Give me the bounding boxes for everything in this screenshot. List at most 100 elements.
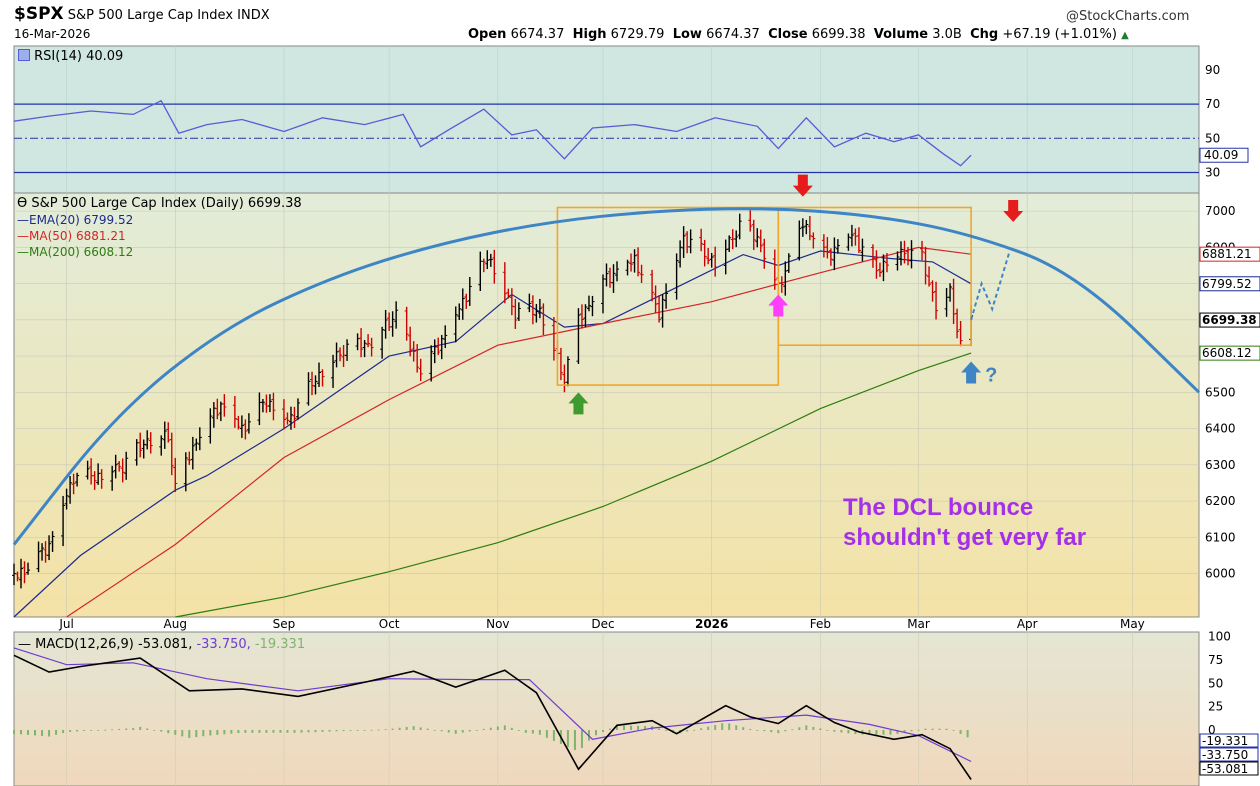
macd-histogram-bar	[700, 728, 703, 730]
ma200-value-label: 6608.12	[1202, 346, 1252, 360]
close-label: Close	[768, 27, 808, 42]
price-legend-title: Ѳ S&P 500 Large Cap Index (Daily) 6699.3…	[17, 196, 302, 212]
macd-histogram-bar	[805, 725, 808, 730]
macd-histogram-bar	[945, 728, 948, 730]
macd-histogram-bar	[55, 730, 58, 735]
low-value: 6674.37	[706, 27, 760, 42]
macd-histogram-bar	[384, 729, 387, 730]
macd-histogram-bar	[188, 730, 191, 738]
macd-histogram-bar	[952, 730, 955, 731]
macd-histogram-bar	[889, 730, 892, 735]
macd-histogram-bar	[728, 723, 731, 730]
macd-histogram-bar	[181, 730, 184, 737]
macd-histogram-bar	[623, 725, 626, 730]
rsi-icon	[18, 49, 30, 61]
macd-histogram-bar	[931, 728, 934, 730]
macd-y-tick-label: 50	[1208, 676, 1223, 690]
price-y-tick-label: 6200	[1205, 494, 1236, 508]
macd-signal-value-label: -33.750	[1202, 748, 1248, 762]
macd-histogram-bar	[566, 730, 569, 747]
macd-histogram-bar	[279, 730, 282, 733]
ma50-legend-text: MA(50) 6881.21	[29, 229, 126, 243]
x-tick-label: May	[1120, 617, 1145, 631]
macd-histogram-bar	[272, 730, 275, 733]
macd-histogram-bar	[777, 730, 780, 734]
macd-histogram-bar	[545, 730, 548, 738]
macd-histogram-bar	[111, 729, 114, 731]
macd-histogram-bar	[90, 730, 93, 731]
low-label: Low	[672, 27, 702, 42]
watermark: @StockCharts.com	[1066, 9, 1190, 24]
macd-histogram-bar	[496, 726, 499, 730]
macd-histogram-bar	[174, 730, 177, 735]
macd-histogram-bar	[454, 730, 457, 734]
macd-histogram-bar	[468, 730, 471, 732]
rsi-y-tick-label: 70	[1205, 97, 1220, 111]
trend-arc	[12, 207, 1201, 546]
macd-y-tick-label: 25	[1208, 700, 1223, 714]
price-legend: Ѳ S&P 500 Large Cap Index (Daily) 6699.3…	[17, 196, 302, 260]
annotation-line-1: The DCL bounce	[843, 494, 1034, 521]
chg-label: Chg	[970, 27, 999, 42]
ema20-value-tag	[1199, 276, 1260, 292]
symbol: $SPX	[14, 4, 64, 24]
macd-histogram-bar	[882, 730, 885, 735]
macd-histogram-bar	[917, 729, 920, 731]
macd-histogram-bar	[959, 730, 962, 734]
ma50-legend: —MA(50) 6881.21	[17, 229, 126, 243]
macd-histogram-bar	[391, 728, 394, 730]
annotation-line-2: shouldn't get very far	[843, 524, 1087, 551]
macd-panel-background	[13, 631, 1200, 786]
volume-value: 3.0B	[932, 27, 962, 42]
macd-legend-signal: -33.750,	[196, 637, 251, 652]
x-tick-label: Feb	[810, 617, 831, 631]
macd-histogram-bar	[693, 729, 696, 731]
x-tick-label: Aug	[164, 617, 187, 631]
ema20-legend-text: EMA(20) 6799.52	[29, 213, 134, 227]
macd-histogram-bar	[258, 730, 261, 733]
macd-histogram-bar	[749, 728, 752, 730]
question-mark: ?	[985, 365, 997, 387]
price-y-tick-label: 6500	[1205, 385, 1236, 399]
rsi-legend: RSI(14) 40.09	[18, 49, 123, 64]
moving-average-line	[66, 246, 972, 618]
macd-histogram-bar	[489, 727, 492, 730]
price-y-tick-label: 6400	[1205, 422, 1236, 436]
rsi-y-tick-label: 50	[1205, 131, 1220, 145]
ema20-value-label: 6799.52	[1202, 277, 1252, 291]
macd-histogram-bar	[461, 730, 464, 733]
macd-histogram-bar	[686, 730, 689, 732]
macd-y-tick-label: 100	[1208, 630, 1231, 644]
macd-histogram-bar	[665, 730, 668, 731]
macd-histogram-bar	[833, 730, 836, 732]
macd-histogram-bar	[601, 730, 604, 732]
macd-histogram-bar	[938, 728, 941, 730]
macd-hist-value-label: -19.331	[1202, 734, 1248, 748]
projection-path	[970, 250, 1011, 321]
macd-histogram-bar	[573, 730, 576, 751]
macd-histogram-bar	[447, 730, 450, 733]
ema20-legend: —EMA(20) 6799.52	[17, 213, 134, 227]
consolidation-box	[777, 206, 972, 347]
macd-histogram-bar	[146, 728, 149, 730]
x-tick-label: Apr	[1017, 617, 1038, 631]
price-y-tick-label: 7000	[1205, 204, 1236, 218]
down-arrow-icon	[792, 174, 813, 197]
high-value: 6729.79	[610, 27, 665, 42]
macd-histogram-bar	[868, 730, 871, 735]
macd-histogram-bar	[524, 730, 527, 733]
chart-date: 16-Mar-2026	[14, 27, 91, 41]
macd-histogram-bar	[812, 726, 815, 730]
macd-histogram-bar	[377, 729, 380, 731]
macd-histogram-bar	[854, 730, 857, 735]
exchange: INDX	[237, 8, 270, 23]
macd-histogram-bar	[924, 728, 927, 730]
x-tick-label: Oct	[379, 617, 400, 631]
macd-histogram-bar	[202, 730, 205, 737]
macd-histogram-bar	[167, 730, 170, 734]
macd-line	[13, 654, 972, 780]
macd-histogram-bar	[62, 730, 65, 734]
macd-legend-hist: -19.331	[254, 637, 306, 652]
ma200-legend: —MA(200) 6608.12	[17, 245, 134, 259]
